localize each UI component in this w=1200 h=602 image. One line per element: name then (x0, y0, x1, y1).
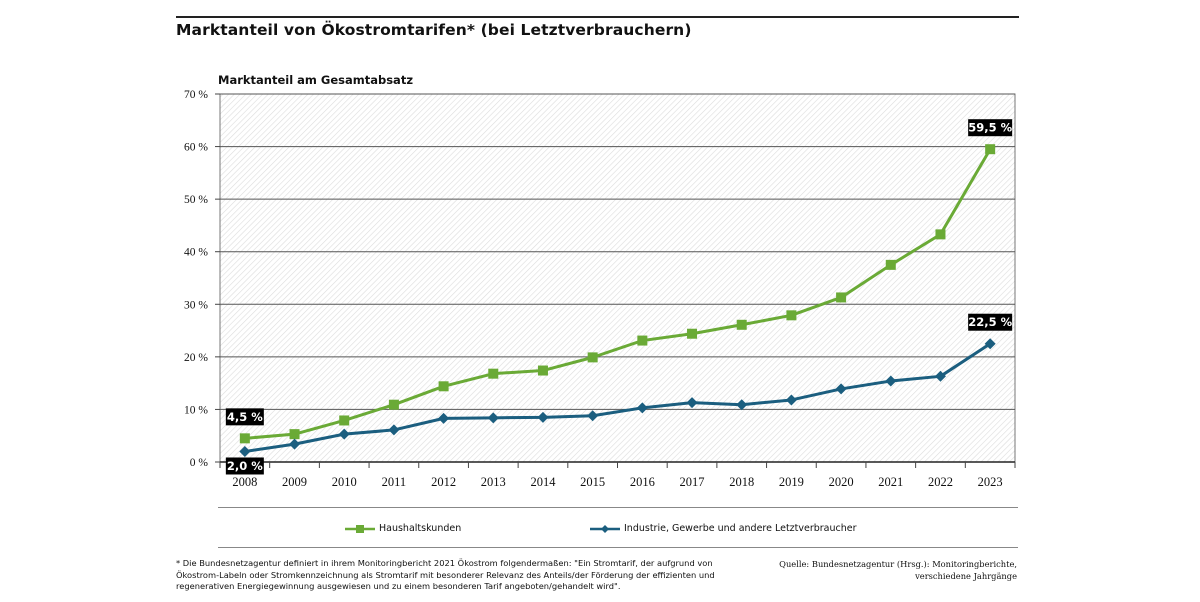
point-haushaltskunden-2015 (588, 352, 598, 362)
point-haushaltskunden-2014 (538, 366, 548, 376)
y-tick-label: 20 % (184, 352, 208, 364)
callout-haushaltskunden-2008: 4,5 % (226, 408, 264, 425)
callout-haushaltskunden-2023: 59,5 % (968, 119, 1012, 136)
y-tick-label: 50 % (184, 194, 208, 206)
legend-item-industrie: Industrie, Gewerbe und andere Letztverbr… (590, 523, 857, 534)
y-tick-label: 40 % (184, 247, 208, 259)
point-haushaltskunden-2021 (886, 260, 896, 270)
x-tick-label: 2012 (431, 475, 456, 489)
callout-label: 2,0 % (227, 459, 263, 473)
y-tick-label: 30 % (184, 299, 208, 311)
point-haushaltskunden-2010 (339, 415, 349, 425)
point-haushaltskunden-2020 (836, 292, 846, 302)
legend-bottom-rule (218, 547, 1018, 548)
y-tick-label: 70 % (184, 89, 208, 101)
y-tick-label: 10 % (184, 404, 208, 416)
x-tick-label: 2013 (481, 475, 506, 489)
source-line-2: verschiedene Jahrgänge (779, 571, 1017, 583)
callout-label: 22,5 % (968, 315, 1012, 329)
point-haushaltskunden-2008 (240, 433, 250, 443)
point-haushaltskunden-2022 (935, 229, 945, 239)
x-tick-label: 2021 (878, 475, 903, 489)
legend-swatch-green (345, 524, 375, 534)
x-tick-label: 2022 (928, 475, 953, 489)
callout-industrie-2023: 22,5 % (968, 314, 1012, 331)
point-haushaltskunden-2023 (985, 144, 995, 154)
point-haushaltskunden-2017 (687, 329, 697, 339)
source-line-1: Quelle: Bundesnetzagentur (Hrsg.): Monit… (779, 559, 1017, 571)
x-tick-label: 2018 (729, 475, 754, 489)
plot-area (220, 94, 1015, 462)
point-haushaltskunden-2012 (439, 381, 449, 391)
legend-item-haushaltskunden: Haushaltskunden (345, 523, 461, 534)
point-haushaltskunden-2018 (737, 320, 747, 330)
x-tick-label: 2011 (382, 475, 407, 489)
point-haushaltskunden-2009 (290, 429, 300, 439)
x-tick-label: 2008 (232, 475, 257, 489)
legend-top-rule (218, 507, 1018, 508)
x-tick-label: 2023 (978, 475, 1003, 489)
point-haushaltskunden-2013 (488, 369, 498, 379)
point-haushaltskunden-2016 (637, 336, 647, 346)
x-tick-label: 2014 (530, 475, 556, 489)
legend-swatch-blue (590, 524, 620, 534)
y-tick-label: 0 % (190, 457, 209, 469)
source-note: Quelle: Bundesnetzagentur (Hrsg.): Monit… (779, 559, 1017, 582)
legend-label-haushaltskunden: Haushaltskunden (379, 523, 461, 534)
x-tick-label: 2019 (779, 475, 804, 489)
legend-label-industrie: Industrie, Gewerbe und andere Letztverbr… (624, 523, 857, 534)
callout-label: 4,5 % (227, 410, 263, 424)
x-tick-label: 2010 (332, 475, 357, 489)
x-tick-label: 2017 (680, 475, 705, 489)
point-haushaltskunden-2011 (389, 400, 399, 410)
line-chart: 0 % 10 % 20 % 30 % 40 % 50 % 60 % 70 % 2008 2009… (0, 0, 1200, 602)
y-tick-label: 60 % (184, 142, 208, 154)
x-tick-label: 2015 (580, 475, 605, 489)
footnote: * Die Bundesnetzagentur definiert in ihr… (176, 558, 736, 593)
x-tick-label: 2016 (630, 475, 655, 489)
callout-label: 59,5 % (968, 121, 1012, 135)
callout-industrie-2008: 2,0 % (226, 457, 264, 474)
x-tick-label: 2009 (282, 475, 307, 489)
point-haushaltskunden-2019 (786, 310, 796, 320)
x-tick-label: 2020 (829, 475, 854, 489)
